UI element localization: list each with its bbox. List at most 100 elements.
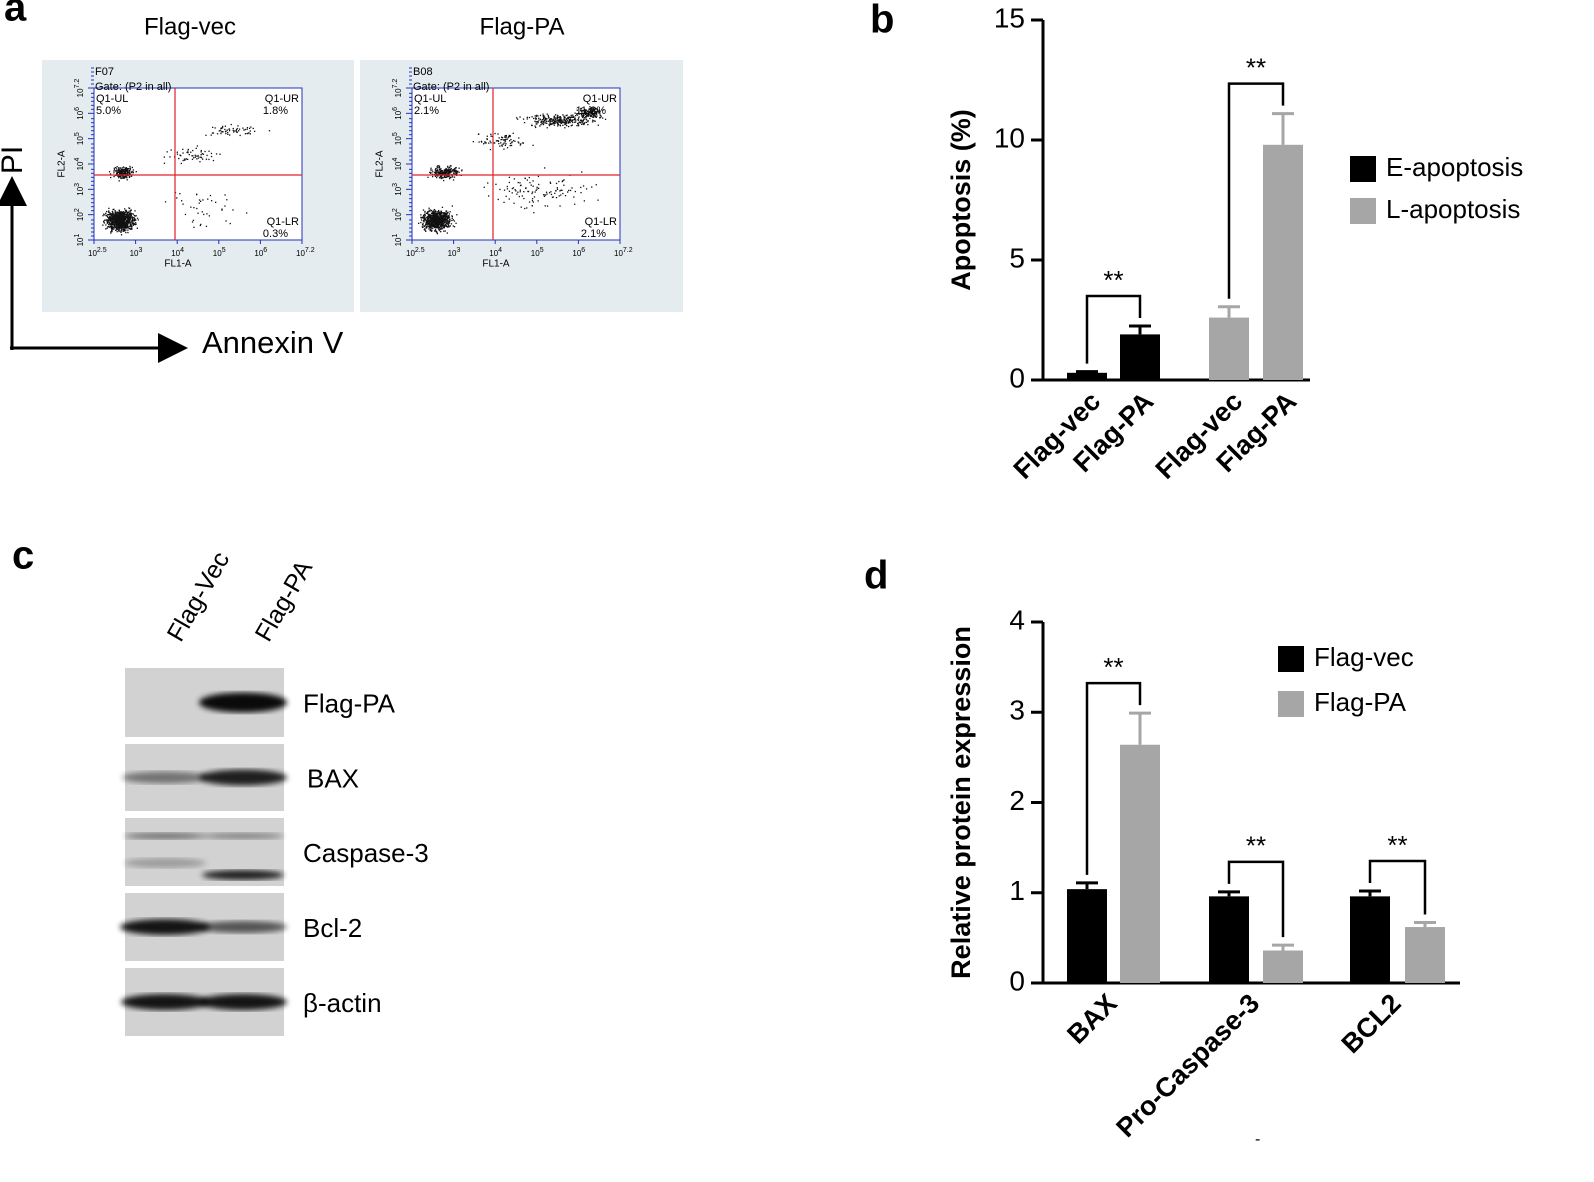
event-dot — [548, 123, 550, 126]
event-dot — [130, 217, 132, 219]
event-dot — [594, 120, 596, 122]
event-dot — [437, 220, 439, 222]
event-dot — [124, 167, 127, 170]
event-dot — [126, 220, 128, 222]
event-dot — [435, 225, 437, 227]
event-dot — [561, 180, 563, 183]
event-dot — [445, 225, 447, 227]
event-dot — [433, 210, 435, 213]
event-dot — [126, 170, 128, 173]
event-dot — [125, 213, 127, 216]
event-dot — [530, 184, 532, 186]
event-dot — [524, 177, 526, 180]
event-dot — [443, 226, 445, 228]
event-dot — [483, 186, 485, 188]
event-dot — [490, 135, 492, 137]
event-dot — [119, 211, 121, 213]
event-dot — [543, 122, 545, 124]
event-dot — [118, 171, 120, 173]
event-dot — [538, 187, 540, 189]
event-dot — [543, 121, 545, 123]
event-dot — [128, 220, 130, 222]
event-dot — [522, 118, 525, 120]
event-dot — [170, 149, 172, 151]
event-dot — [448, 170, 450, 172]
event-dot — [430, 222, 432, 224]
tick-base: 10 — [76, 237, 85, 246]
event-dot — [427, 210, 429, 213]
event-dot — [561, 122, 563, 124]
event-dot — [232, 129, 234, 132]
bar — [1209, 896, 1249, 983]
event-dot — [181, 200, 183, 202]
event-dot — [532, 180, 534, 182]
event-dot — [566, 117, 568, 120]
event-dot — [591, 113, 593, 115]
event-dot — [435, 212, 437, 214]
event-dot — [135, 215, 137, 217]
event-dot — [485, 142, 487, 144]
event-dot — [513, 178, 515, 180]
event-dot — [233, 131, 235, 133]
event-dot — [102, 224, 104, 226]
x-tick-label: 105 — [531, 247, 544, 258]
event-dot — [238, 130, 240, 132]
event-dot — [115, 213, 117, 215]
event-dot — [127, 229, 129, 231]
event-dot — [124, 230, 126, 232]
event-dot — [219, 129, 222, 131]
event-dot — [122, 213, 124, 215]
event-dot — [440, 227, 442, 229]
event-dot — [506, 147, 509, 149]
legend-label: L-apoptosis — [1386, 194, 1520, 224]
event-dot — [442, 177, 444, 179]
event-dot — [449, 225, 451, 227]
event-dot — [133, 217, 136, 220]
event-dot — [516, 193, 518, 195]
event-dot — [126, 224, 128, 226]
event-dot — [423, 218, 425, 220]
event-dot — [435, 226, 437, 229]
event-dot — [590, 109, 592, 111]
event-dot — [122, 212, 125, 214]
event-dot — [106, 215, 109, 218]
event-dot — [453, 172, 455, 174]
event-dot — [563, 119, 565, 121]
event-dot — [106, 227, 108, 229]
event-dot — [118, 227, 120, 230]
event-dot — [214, 127, 216, 129]
event-dot — [119, 173, 122, 175]
event-dot — [108, 214, 110, 216]
event-dot — [200, 151, 202, 153]
significance-label: ** — [1387, 830, 1407, 860]
event-dot — [106, 219, 108, 221]
event-dot — [445, 170, 448, 173]
event-dot — [122, 221, 124, 223]
tick-base: 10 — [76, 88, 85, 97]
event-dot — [573, 196, 575, 198]
event-dot — [228, 130, 231, 132]
event-dot — [125, 215, 127, 217]
event-dot — [130, 219, 132, 221]
event-dot — [439, 213, 441, 215]
event-dot — [585, 118, 587, 120]
significance-label: ** — [1103, 265, 1123, 295]
event-dot — [119, 224, 121, 226]
event-dot — [574, 119, 576, 121]
event-dot — [199, 161, 201, 163]
event-dot — [564, 120, 566, 122]
event-dot — [456, 171, 458, 174]
event-dot — [551, 123, 553, 125]
event-dot — [437, 167, 439, 169]
event-dot — [565, 123, 567, 125]
event-dot — [121, 177, 124, 179]
event-dot — [200, 223, 202, 226]
event-dot — [558, 119, 560, 121]
event-dot — [543, 194, 545, 196]
event-dot — [218, 130, 220, 132]
event-dot — [125, 225, 127, 227]
event-dot — [438, 211, 440, 213]
event-dot — [119, 227, 121, 229]
significance-label: ** — [1103, 652, 1123, 682]
event-dot — [225, 220, 227, 222]
